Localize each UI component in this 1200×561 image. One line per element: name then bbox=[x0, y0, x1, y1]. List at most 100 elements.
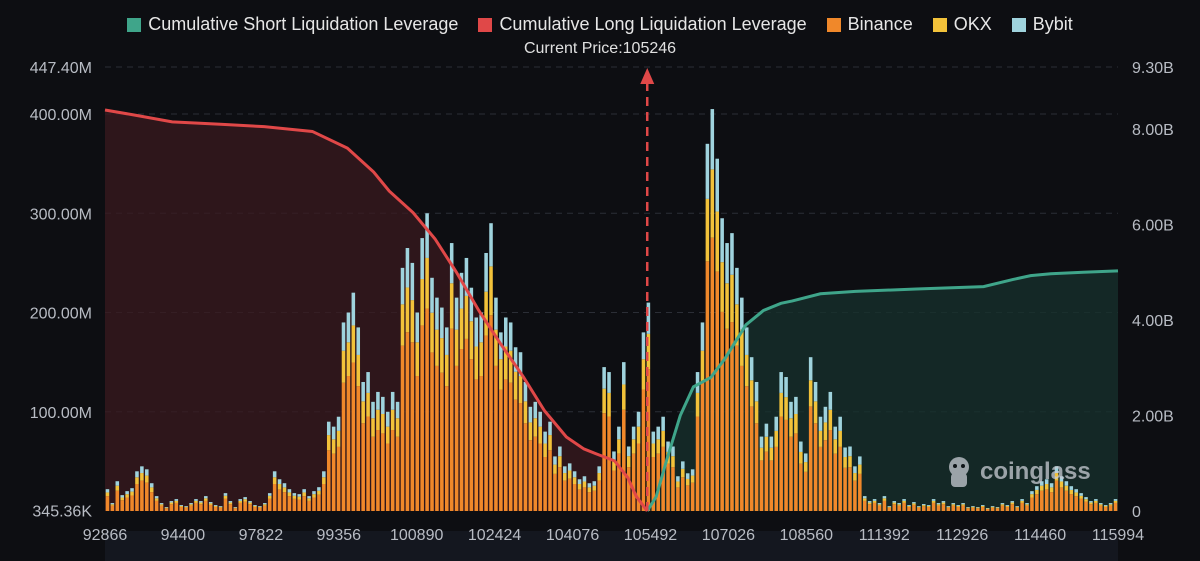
bar-okx bbox=[828, 409, 833, 431]
bar-bybit bbox=[154, 496, 159, 499]
bar-bybit bbox=[312, 491, 316, 495]
bar-okx bbox=[1040, 485, 1044, 491]
bar-okx bbox=[454, 329, 459, 366]
bar-okx bbox=[803, 462, 808, 472]
bar-binance bbox=[149, 492, 154, 511]
bar-okx bbox=[130, 491, 134, 496]
bar-okx bbox=[1005, 505, 1010, 507]
bar-bybit bbox=[105, 489, 110, 493]
bar-bybit bbox=[440, 307, 444, 339]
bar-binance bbox=[223, 498, 228, 511]
legend-item-bybit[interactable]: Bybit bbox=[1011, 14, 1073, 35]
bar-binance bbox=[459, 349, 464, 511]
bar-okx bbox=[853, 473, 857, 481]
bar-bybit bbox=[553, 456, 557, 465]
bar-binance bbox=[385, 443, 390, 511]
bar-binance bbox=[454, 365, 459, 511]
bar-binance bbox=[1049, 492, 1054, 511]
bar-bybit bbox=[946, 506, 951, 507]
bar-binance bbox=[405, 332, 410, 511]
bar-bybit bbox=[956, 505, 960, 506]
bar-okx bbox=[302, 492, 306, 497]
bar-okx bbox=[189, 504, 193, 506]
bar-bybit bbox=[543, 431, 547, 444]
y-right-tick-label: 2.00B bbox=[1132, 409, 1174, 426]
bar-okx bbox=[312, 494, 316, 498]
bar-binance bbox=[1089, 504, 1093, 511]
bar-bybit bbox=[1020, 499, 1024, 501]
bar-okx bbox=[341, 350, 346, 383]
bar-binance bbox=[936, 505, 941, 511]
bar-okx bbox=[946, 506, 951, 508]
bar-binance bbox=[843, 467, 847, 511]
bar-binance bbox=[685, 485, 690, 511]
bar-bybit bbox=[164, 507, 169, 508]
bar-okx bbox=[700, 350, 705, 383]
bar-binance bbox=[238, 502, 243, 511]
y-right-tick-label: 8.00B bbox=[1132, 122, 1174, 139]
bar-okx bbox=[676, 481, 680, 488]
y-left-tick-label: 300.00M bbox=[30, 206, 92, 223]
bar-binance bbox=[764, 451, 769, 511]
bar-bybit bbox=[1079, 493, 1083, 496]
bar-bybit bbox=[110, 503, 115, 505]
bar-binance bbox=[130, 495, 134, 511]
bar-bybit bbox=[336, 416, 341, 431]
x-tick-label: 100890 bbox=[390, 527, 443, 544]
bar-okx bbox=[194, 500, 198, 503]
bar-binance bbox=[976, 508, 980, 511]
bar-binance bbox=[366, 416, 370, 511]
legend-item-binance[interactable]: Binance bbox=[826, 14, 913, 35]
bar-okx bbox=[381, 413, 385, 434]
bar-binance bbox=[671, 467, 675, 511]
bar-bybit bbox=[169, 501, 174, 503]
bar-bybit bbox=[902, 499, 906, 501]
legend-item-long-cumulative[interactable]: Cumulative Long Liquidation Leverage bbox=[478, 14, 807, 35]
bar-binance bbox=[105, 496, 110, 511]
bar-binance bbox=[351, 362, 356, 511]
bar-bybit bbox=[651, 431, 656, 444]
bar-binance bbox=[661, 446, 665, 511]
bar-bybit bbox=[803, 453, 808, 463]
bar-binance bbox=[356, 386, 361, 511]
bar-bybit bbox=[130, 488, 134, 492]
bar-bybit bbox=[1000, 503, 1005, 505]
bar-binance bbox=[951, 505, 956, 511]
bar-binance bbox=[858, 473, 862, 511]
bar-binance bbox=[533, 436, 538, 511]
bar-binance bbox=[444, 386, 449, 511]
legend-swatch bbox=[1011, 17, 1026, 32]
bar-bybit bbox=[528, 406, 533, 423]
legend-label: Cumulative Short Liquidation Leverage bbox=[148, 14, 459, 34]
bar-okx bbox=[862, 498, 867, 501]
bar-binance bbox=[553, 473, 557, 511]
bar-bybit bbox=[808, 357, 813, 381]
bar-okx bbox=[563, 473, 567, 481]
bar-binance bbox=[617, 453, 621, 511]
bar-bybit bbox=[867, 501, 872, 503]
long-cumulative-line bbox=[104, 108, 649, 512]
bar-bybit bbox=[828, 391, 833, 410]
bar-binance bbox=[371, 436, 375, 511]
bar-binance bbox=[823, 440, 828, 511]
bar-okx bbox=[425, 257, 429, 309]
bar-binance bbox=[287, 496, 292, 511]
bar-bybit bbox=[612, 451, 616, 461]
bar-binance bbox=[828, 430, 833, 511]
legend-item-short-cumulative[interactable]: Cumulative Short Liquidation Leverage bbox=[127, 14, 458, 35]
bar-binance bbox=[184, 507, 188, 511]
bar-binance bbox=[917, 507, 921, 511]
bar-bybit bbox=[926, 505, 931, 506]
bar-okx bbox=[415, 342, 420, 377]
bar-bybit bbox=[862, 496, 867, 499]
bar-bybit bbox=[533, 401, 538, 419]
bar-bybit bbox=[843, 447, 847, 458]
bar-binance bbox=[1020, 502, 1024, 511]
bar-okx bbox=[867, 502, 872, 505]
bar-okx bbox=[892, 502, 897, 505]
legend-item-okx[interactable]: OKX bbox=[932, 14, 992, 35]
bar-bybit bbox=[1035, 486, 1039, 490]
bar-okx bbox=[956, 505, 960, 507]
bar-bybit bbox=[769, 436, 774, 448]
bar-okx bbox=[548, 435, 552, 451]
